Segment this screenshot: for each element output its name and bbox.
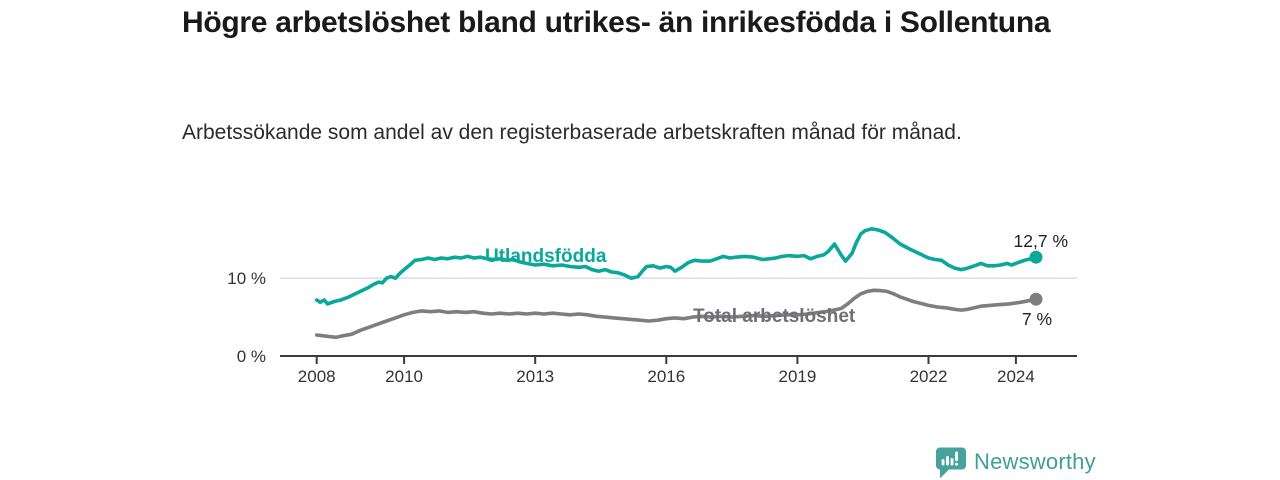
series-end-value-label: 12,7 % — [1014, 231, 1068, 251]
x-axis-tick-label: 2024 — [997, 367, 1035, 386]
x-axis-tick-label: 2010 — [385, 367, 423, 386]
newsworthy-logo-text: Newsworthy — [974, 449, 1096, 474]
newsworthy-bars-icon — [936, 447, 966, 478]
x-axis-tick-label: 2022 — [910, 367, 948, 386]
x-axis-tick-label: 2019 — [778, 367, 816, 386]
chart-title: Högre arbetslöshet bland utrikes- än inr… — [182, 6, 1051, 39]
series-end-value-label: 7 % — [1022, 309, 1052, 329]
series-inline-label: Utlandsfödda — [485, 246, 607, 267]
newsworthy-logo: Newsworthy — [936, 446, 1096, 478]
series-line-utlandsfodda — [314, 227, 1038, 306]
chart-subtitle: Arbetssökande som andel av den registerb… — [182, 121, 962, 144]
y-axis-tick-label: 10 % — [227, 269, 266, 288]
series-inline-label: Total arbetslöshet — [693, 306, 856, 327]
series-line-total-arbetsloshet — [314, 288, 1038, 340]
series-end-dot — [1029, 250, 1043, 264]
x-axis-tick-label: 2013 — [516, 367, 554, 386]
series-end-dot — [1029, 292, 1043, 306]
y-axis-tick-label: 0 % — [237, 347, 266, 366]
x-axis-tick-label: 2008 — [298, 367, 336, 386]
x-axis-tick-label: 2016 — [647, 367, 685, 386]
